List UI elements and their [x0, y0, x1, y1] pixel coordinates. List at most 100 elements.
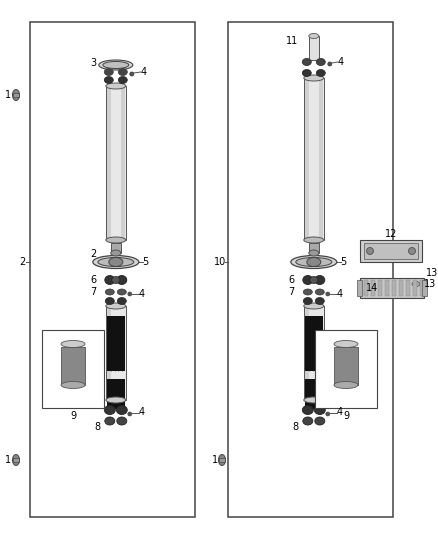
Text: 5: 5	[143, 257, 149, 267]
Bar	[107, 86, 111, 240]
Bar	[406, 280, 410, 296]
Ellipse shape	[296, 257, 332, 266]
Bar	[305, 379, 323, 409]
Ellipse shape	[93, 255, 139, 269]
Bar	[305, 316, 323, 371]
Bar	[107, 379, 125, 409]
Bar	[30, 22, 195, 517]
Bar	[106, 306, 126, 400]
Ellipse shape	[302, 69, 311, 77]
Ellipse shape	[104, 69, 113, 76]
Text: 14: 14	[366, 283, 378, 293]
Ellipse shape	[304, 237, 324, 243]
Ellipse shape	[130, 72, 134, 76]
Ellipse shape	[409, 247, 416, 254]
Text: 7: 7	[289, 287, 295, 297]
Text: 13: 13	[424, 279, 436, 289]
Bar	[364, 243, 418, 259]
Bar	[360, 240, 422, 262]
Bar	[422, 280, 427, 296]
Text: 12: 12	[385, 229, 397, 239]
Ellipse shape	[310, 277, 318, 284]
Ellipse shape	[304, 303, 324, 309]
Bar	[304, 306, 324, 400]
Ellipse shape	[304, 75, 324, 81]
Ellipse shape	[316, 59, 325, 66]
Text: 5: 5	[341, 257, 347, 267]
Ellipse shape	[219, 455, 226, 465]
Text: 6: 6	[289, 275, 295, 285]
Ellipse shape	[302, 59, 311, 66]
Ellipse shape	[105, 289, 114, 295]
Bar	[360, 278, 424, 298]
Bar	[107, 316, 125, 371]
Bar	[61, 347, 85, 385]
Text: 2: 2	[91, 249, 97, 259]
Text: 11: 11	[286, 36, 298, 46]
Bar	[107, 306, 111, 400]
Ellipse shape	[13, 455, 20, 465]
Ellipse shape	[304, 397, 324, 403]
Bar	[399, 280, 403, 296]
Ellipse shape	[326, 292, 330, 296]
Ellipse shape	[315, 289, 324, 295]
Ellipse shape	[303, 276, 313, 285]
Ellipse shape	[111, 250, 121, 256]
Ellipse shape	[105, 297, 114, 304]
Text: 9: 9	[343, 411, 349, 421]
Bar	[334, 347, 358, 385]
Ellipse shape	[326, 412, 330, 416]
Text: 4: 4	[139, 289, 145, 299]
Ellipse shape	[334, 341, 358, 348]
Bar	[305, 306, 309, 400]
Text: 9: 9	[70, 411, 76, 421]
Bar	[420, 280, 424, 296]
Ellipse shape	[307, 257, 321, 266]
Ellipse shape	[309, 250, 319, 256]
Ellipse shape	[118, 69, 127, 76]
Ellipse shape	[309, 34, 319, 38]
Bar	[305, 78, 309, 240]
Ellipse shape	[106, 303, 126, 309]
Ellipse shape	[117, 417, 127, 425]
Bar	[121, 86, 125, 240]
Ellipse shape	[367, 247, 374, 254]
Text: 1: 1	[5, 90, 11, 100]
Ellipse shape	[128, 412, 132, 416]
Ellipse shape	[302, 406, 313, 415]
Bar	[219, 458, 225, 462]
Text: 4: 4	[337, 289, 343, 299]
Text: 8: 8	[293, 422, 299, 432]
Bar	[309, 36, 319, 60]
Ellipse shape	[328, 62, 332, 66]
Text: 10: 10	[214, 257, 226, 267]
Bar	[315, 330, 377, 408]
Bar	[13, 93, 19, 97]
Bar	[309, 243, 319, 253]
Ellipse shape	[314, 406, 325, 415]
Bar	[357, 280, 362, 296]
Bar	[111, 243, 121, 253]
Bar	[392, 280, 396, 296]
Bar	[13, 458, 19, 462]
Bar	[106, 86, 126, 240]
Ellipse shape	[303, 289, 312, 295]
Ellipse shape	[106, 397, 126, 403]
Text: 2: 2	[19, 257, 25, 267]
Ellipse shape	[117, 406, 127, 415]
Bar	[319, 78, 323, 240]
Ellipse shape	[61, 382, 85, 389]
Ellipse shape	[118, 77, 127, 84]
Ellipse shape	[98, 257, 134, 266]
Text: 7: 7	[91, 287, 97, 297]
Text: 4: 4	[141, 67, 147, 77]
Ellipse shape	[104, 77, 113, 84]
Ellipse shape	[103, 61, 129, 69]
Ellipse shape	[61, 341, 85, 348]
Ellipse shape	[106, 237, 126, 243]
Ellipse shape	[109, 257, 123, 266]
Ellipse shape	[315, 417, 325, 425]
Ellipse shape	[13, 90, 20, 101]
Ellipse shape	[334, 382, 358, 389]
Ellipse shape	[117, 289, 126, 295]
